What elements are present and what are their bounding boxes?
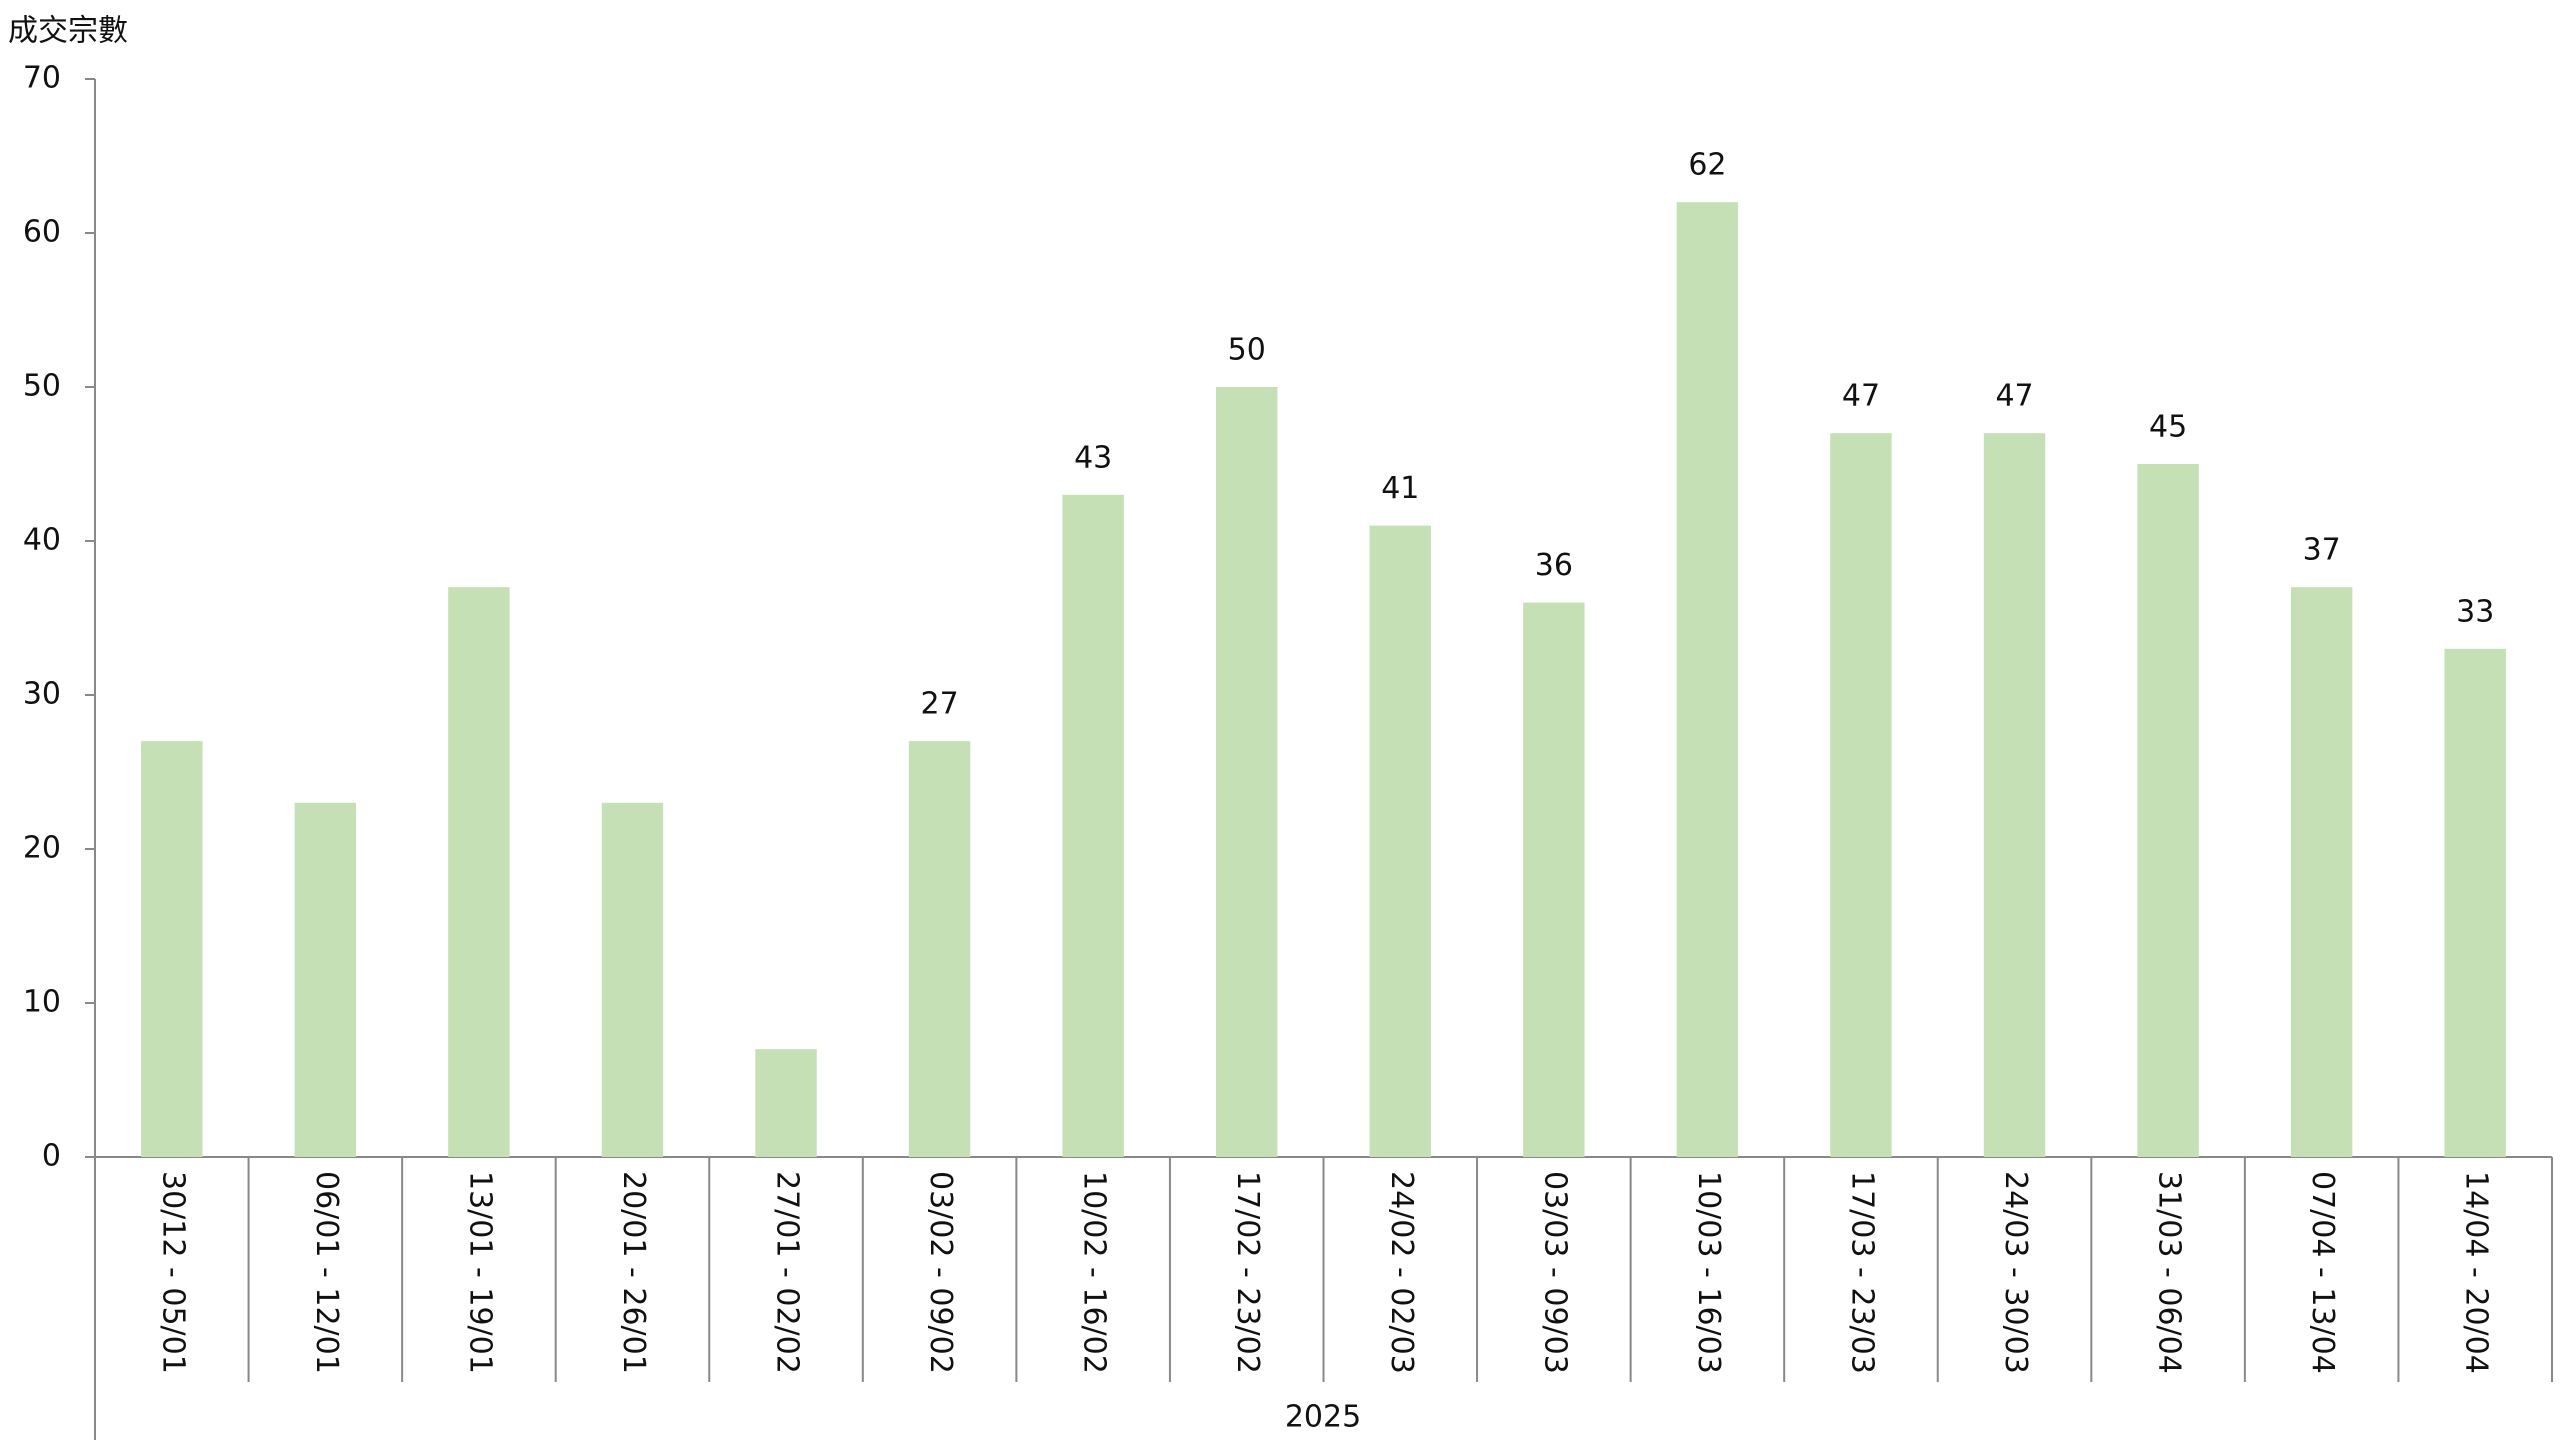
- data-label: 27: [921, 687, 959, 722]
- x-tick-label: 13/01 - 19/01: [462, 1171, 497, 1374]
- bar: [1830, 433, 1892, 1157]
- data-label: 47: [1842, 379, 1880, 414]
- x-group-label: 2025: [1285, 1400, 1361, 1435]
- x-tick-label: 03/03 - 09/03: [1537, 1171, 1572, 1374]
- data-label: 33: [2456, 594, 2494, 629]
- data-label: 47: [1995, 379, 2033, 414]
- bar: [1523, 602, 1585, 1157]
- y-tick-label: 50: [23, 369, 61, 404]
- bar: [294, 802, 357, 1157]
- y-tick-label: 70: [23, 61, 61, 96]
- bar: [2444, 648, 2506, 1157]
- y-tick-label: 0: [42, 1139, 61, 1174]
- bar: [1062, 494, 1124, 1157]
- y-axis-title: 成交宗數: [8, 14, 128, 49]
- bar: [1216, 387, 1278, 1157]
- x-tick-label: 24/03 - 30/03: [1998, 1171, 2033, 1374]
- bar: [448, 587, 510, 1157]
- x-tick-label: 27/01 - 02/02: [770, 1171, 805, 1374]
- data-label: 62: [1688, 148, 1726, 183]
- y-tick-label: 40: [23, 523, 61, 558]
- bar: [1983, 433, 2046, 1157]
- x-tick-label: 24/02 - 02/03: [1384, 1171, 1419, 1374]
- x-tick-label: 17/03 - 23/03: [1844, 1171, 1879, 1374]
- data-label: 41: [1381, 471, 1419, 506]
- y-tick-label: 20: [23, 831, 61, 866]
- x-tick-label: 14/04 - 20/04: [2459, 1171, 2494, 1374]
- bar: [2290, 587, 2353, 1157]
- x-tick-label: 20/01 - 26/01: [616, 1171, 651, 1374]
- y-tick-label: 10: [23, 985, 61, 1020]
- bar: [1676, 202, 1739, 1157]
- bar: [1369, 525, 1431, 1157]
- data-label: 45: [2149, 410, 2187, 445]
- y-tick-label: 60: [23, 215, 61, 250]
- x-tick-label: 17/02 - 23/02: [1230, 1171, 1265, 1374]
- x-tick-label: 10/03 - 16/03: [1691, 1171, 1726, 1374]
- data-label: 36: [1535, 548, 1573, 583]
- bar: [141, 741, 203, 1157]
- x-tick-label: 06/01 - 12/01: [309, 1171, 344, 1374]
- x-tick-label: 30/12 - 05/01: [155, 1171, 190, 1374]
- bar: [601, 802, 664, 1157]
- bar: [2137, 464, 2199, 1157]
- x-tick-label: 07/04 - 13/04: [2305, 1171, 2340, 1374]
- x-tick-label: 31/03 - 06/04: [2152, 1171, 2187, 1374]
- data-label: 43: [1074, 440, 1112, 475]
- x-tick-label: 03/02 - 09/02: [923, 1171, 958, 1374]
- x-tick-label: 10/02 - 16/02: [1077, 1171, 1112, 1374]
- y-tick-label: 30: [23, 677, 61, 712]
- bar: [908, 741, 971, 1157]
- bar: [755, 1049, 817, 1157]
- data-label: 50: [1228, 333, 1266, 368]
- data-label: 37: [2303, 533, 2341, 568]
